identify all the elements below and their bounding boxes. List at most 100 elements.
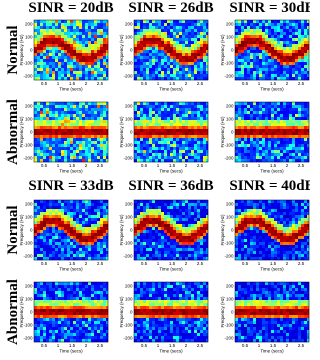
spectrogram-cell: [167, 38, 170, 41]
spectrogram-cell: [94, 206, 97, 209]
spectrogram-cell: [58, 239, 61, 242]
spectrogram-cell: [91, 215, 94, 218]
spectrogram-cell: [82, 209, 85, 212]
spectrogram-cell: [134, 209, 137, 212]
spectrogram-cell: [134, 218, 137, 221]
spectrogram-cell: [259, 257, 262, 260]
spectrogram-cell: [283, 71, 286, 74]
spectrogram-cell: [40, 254, 43, 257]
spectrogram-cell: [250, 32, 253, 35]
spectrogram-cell: [158, 41, 161, 44]
spectrogram-cell: [161, 135, 164, 138]
spectrogram-cell: [91, 41, 94, 44]
spectrogram-cell: [253, 65, 256, 68]
spectrogram-cell: [238, 227, 241, 230]
spectrogram-cell: [277, 135, 280, 138]
spectrogram-cell: [140, 233, 143, 236]
spectrogram-cell: [103, 251, 106, 254]
spectrogram-cell: [91, 150, 94, 153]
spectrogram-cell: [283, 245, 286, 248]
spectrogram-cell: [37, 227, 40, 230]
spectrogram-cell: [46, 141, 49, 144]
spectrogram-cell: [179, 209, 182, 212]
spectrogram-cell: [170, 212, 173, 215]
spectrogram-cell: [85, 53, 88, 56]
spectrogram-cell: [170, 114, 173, 117]
spectrogram-cell: [61, 20, 64, 23]
spectrogram-cell: [185, 242, 188, 245]
spectrogram-cell: [244, 239, 247, 242]
spectrogram-cell: [259, 65, 262, 68]
spectrogram-cell: [247, 153, 250, 156]
spectrogram-cell: [70, 236, 73, 239]
spectrogram-cell: [40, 26, 43, 29]
x-tick-label: 1.5: [69, 163, 76, 168]
spectrogram-cell: [49, 297, 52, 300]
spectrogram-cell: [34, 336, 37, 339]
spectrogram-cell: [49, 324, 52, 327]
spectrogram-cell: [241, 239, 244, 242]
spectrogram-cell: [46, 230, 49, 233]
spectrogram-cell: [301, 111, 304, 114]
spectrogram-cell: [176, 150, 179, 153]
spectrogram-cell: [241, 77, 244, 80]
spectrogram-cell: [262, 242, 265, 245]
spectrogram-cell: [298, 120, 301, 123]
spectrogram-cell: [295, 77, 298, 80]
spectrogram-cell: [298, 245, 301, 248]
spectrogram-cell: [203, 114, 206, 117]
spectrogram-cell: [173, 102, 176, 105]
spectrogram-cell: [161, 47, 164, 50]
spectrogram-cell: [34, 26, 37, 29]
spectrogram-cell: [43, 318, 46, 321]
spectrogram-cell: [73, 248, 76, 251]
spectrogram-cell: [34, 233, 37, 236]
spectrogram-cell: [43, 141, 46, 144]
spectrogram-cell: [52, 129, 55, 132]
spectrogram-cell: [191, 150, 194, 153]
spectrogram-cell: [298, 77, 301, 80]
x-tick-label: 2.5: [298, 261, 305, 266]
spectrogram-cell: [203, 147, 206, 150]
spectrogram-cell: [152, 203, 155, 206]
spectrogram-cell: [176, 71, 179, 74]
column-header: SINR = 36dB: [128, 178, 213, 194]
spectrogram-cell: [76, 315, 79, 318]
spectrogram-cell: [304, 251, 307, 254]
spectrogram-cell: [43, 309, 46, 312]
spectrogram-cell: [298, 32, 301, 35]
spectrogram-cell: [143, 230, 146, 233]
spectrogram-cell: [94, 23, 97, 26]
spectrogram-cell: [155, 114, 158, 117]
spectrogram-cell: [52, 68, 55, 71]
spectrogram-cell: [67, 318, 70, 321]
spectrogram-cell: [182, 212, 185, 215]
spectrogram-cell: [289, 111, 292, 114]
spectrogram-cell: [94, 239, 97, 242]
spectrogram-cell: [73, 108, 76, 111]
spectrogram-cell: [149, 32, 152, 35]
spectrogram-cell: [197, 71, 200, 74]
spectrogram-cell: [259, 251, 262, 254]
spectrogram-cell: [67, 309, 70, 312]
spectrogram-cell: [161, 147, 164, 150]
spectrogram-cell: [55, 56, 58, 59]
spectrogram-cell: [46, 59, 49, 62]
column-header: SINR = 26dB: [128, 0, 213, 16]
spectrogram-cell: [265, 257, 268, 260]
spectrogram-cell: [143, 215, 146, 218]
spectrogram-cell: [292, 242, 295, 245]
spectrogram-cell: [58, 294, 61, 297]
spectrogram-cell: [188, 209, 191, 212]
spectrogram-cell: [73, 282, 76, 285]
spectrogram-cell: [191, 32, 194, 35]
spectrogram-cell: [268, 215, 271, 218]
spectrogram-cell: [289, 227, 292, 230]
spectrogram-cell: [88, 147, 91, 150]
spectrogram-cell: [67, 300, 70, 303]
spectrogram-cell: [46, 215, 49, 218]
spectrogram-cell: [238, 29, 241, 32]
spectrogram-cell: [197, 206, 200, 209]
spectrogram-cell: [170, 50, 173, 53]
spectrogram-cell: [304, 114, 307, 117]
